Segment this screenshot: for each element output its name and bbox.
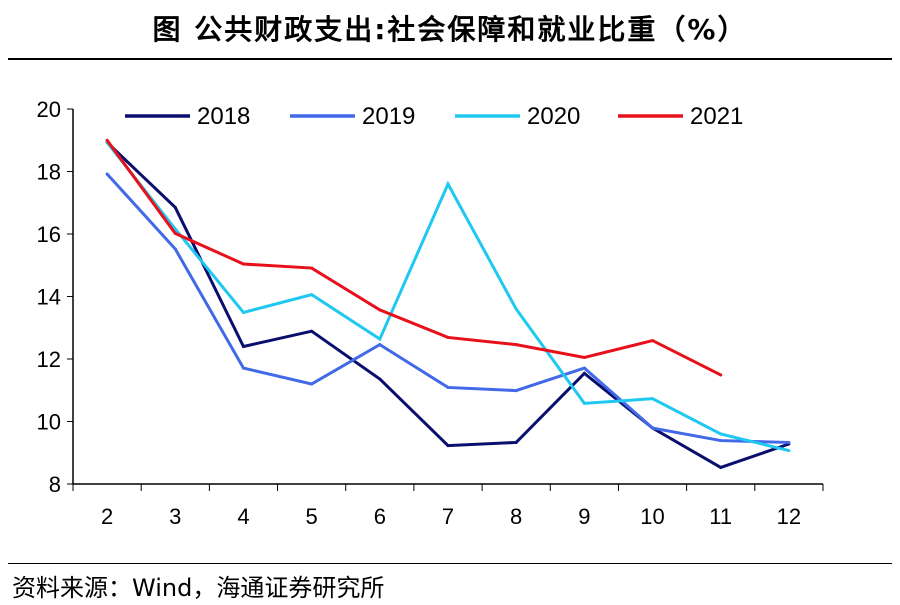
data-point-2019 [173,247,177,251]
data-point-2020 [719,432,723,436]
y-tick-label: 20 [37,97,61,122]
x-tick-label: 11 [709,504,732,529]
title-divider [8,58,892,60]
data-point-2018 [582,371,586,375]
data-point-2019 [582,366,586,370]
x-tick-label: 7 [442,504,454,529]
data-point-2021 [310,266,314,270]
data-point-2020 [173,227,177,231]
data-point-2021 [241,262,245,266]
data-point-2021 [446,335,450,339]
source-divider [8,563,892,564]
y-tick-label: 14 [37,285,61,310]
data-point-2019 [310,382,314,386]
data-point-2020 [378,337,382,341]
data-point-2021 [582,355,586,359]
data-point-2019 [719,439,723,443]
source-note: 资料来源：Wind，海通证券研究所 [12,574,385,602]
data-point-2020 [787,449,791,453]
legend-label-2021: 2021 [690,103,743,130]
chart-title: 图 公共财政支出:社会保障和就业比重（%） [152,13,748,46]
series-line-2020 [105,141,790,453]
data-point-2019 [105,172,109,176]
data-point-2021 [651,339,655,343]
data-point-2020 [514,307,518,311]
data-point-2020 [582,401,586,405]
x-tick-label: 3 [169,504,181,529]
data-point-2020 [651,397,655,401]
data-point-2021 [514,343,518,347]
data-point-2019 [241,366,245,370]
data-point-2021 [378,308,382,312]
data-point-2019 [651,426,655,430]
data-point-2018 [719,465,723,469]
y-tick-label: 18 [37,160,61,185]
series-line-2019 [105,172,789,444]
x-tick-label: 4 [237,504,249,529]
legend-label-2018: 2018 [197,103,250,130]
data-point-2018 [378,377,382,381]
x-tick-label: 9 [578,504,590,529]
data-point-2018 [241,345,245,348]
x-tick-label: 6 [374,504,386,529]
y-tick-label: 10 [37,410,61,435]
data-point-2019 [446,385,450,389]
data-point-2020 [241,310,245,314]
x-tick-label: 8 [510,504,522,529]
x-tick-label: 12 [777,504,801,529]
data-point-2018 [173,205,177,209]
legend-label-2019: 2019 [362,103,415,130]
legend-label-2020: 2020 [527,103,580,130]
series-line-2018 [106,141,790,470]
data-point-2018 [310,329,314,333]
data-point-2020 [446,182,450,186]
y-tick-label: 8 [49,472,61,497]
data-point-2020 [310,293,314,297]
x-tick-label: 2 [101,504,113,529]
series-line-2021 [105,139,722,377]
data-point-2021 [173,231,177,235]
x-tick-label: 5 [306,504,318,529]
data-point-2018 [514,440,518,444]
y-tick-label: 12 [37,347,61,372]
data-point-2019 [514,389,518,393]
data-point-2021 [105,138,109,142]
x-tick-label: 10 [640,504,664,529]
y-tick-label: 16 [37,222,61,247]
data-point-2018 [446,444,450,448]
data-point-2019 [787,440,791,444]
data-point-2021 [719,373,723,377]
data-point-2019 [378,343,382,347]
